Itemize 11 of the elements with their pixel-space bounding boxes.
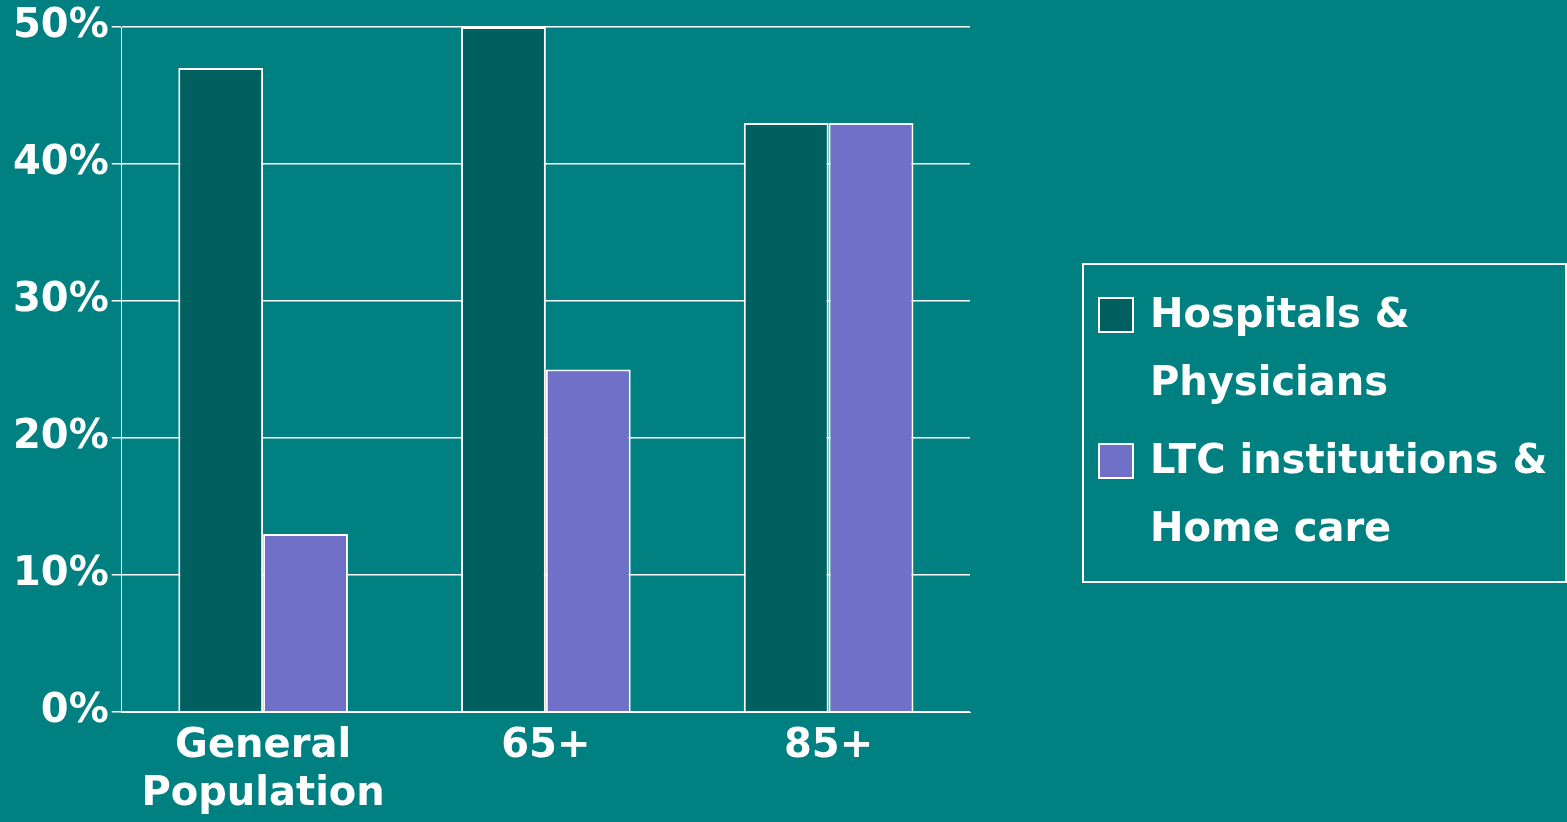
x-tick-label: General Population [141, 720, 385, 815]
y-tick-label: 30% [12, 274, 109, 321]
x-tick-label: 85+ [784, 720, 874, 767]
legend-label: LTC institutions & Home care [1150, 435, 1549, 552]
y-tick-label: 50% [12, 0, 109, 47]
y-tick-label: 20% [12, 411, 109, 458]
legend-label: Hospitals & Physicians [1150, 289, 1411, 406]
y-tick-label: 10% [12, 548, 109, 595]
y-tick-label: 40% [12, 137, 109, 184]
x-tick-label: 65+ [501, 720, 591, 767]
y-tick-label: 0% [40, 685, 109, 732]
